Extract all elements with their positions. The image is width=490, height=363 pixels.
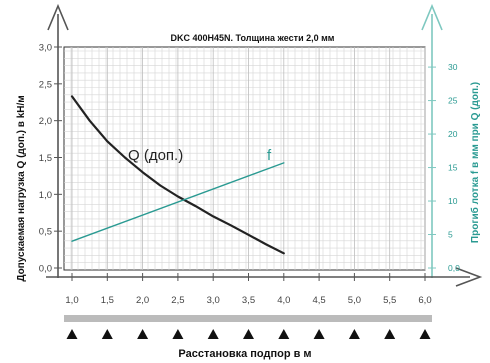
chart-labels: Q (доп.) f DKC 400H45N. Толщина жести 2,0 … [16, 33, 481, 360]
support-triangle [66, 329, 78, 339]
y2-tick-label: 30 [448, 62, 458, 72]
x-tick-label: 1,0 [65, 295, 78, 306]
y-tick-label: 0,5 [39, 227, 52, 238]
x-tick-label: 5,0 [348, 295, 361, 306]
support-triangle [243, 329, 254, 339]
support-triangle [384, 329, 396, 339]
y-tick-label: 3,0 [39, 43, 52, 54]
x-tick-label: 3,5 [242, 295, 255, 306]
y-tick-label: 2,0 [39, 116, 52, 127]
y2-axis-label: Прогиб лотка f в мм при Q (доп.) [469, 82, 481, 243]
support-triangle [172, 329, 184, 339]
support-triangle [207, 329, 219, 339]
y2-tick-label: 0,0 [448, 263, 460, 273]
x-tick-label: 6,0 [418, 295, 431, 306]
y2-tick-label: 15 [448, 163, 458, 173]
support-bar [64, 315, 432, 322]
series-label-q: Q (доп.) [128, 147, 183, 164]
y-tick-label: 1,0 [39, 190, 52, 201]
right-axis-arrow [421, 3, 443, 31]
y2-tick-label: 20 [448, 129, 458, 139]
x-tick-label: 2,0 [136, 295, 149, 306]
support-triangle [278, 329, 290, 339]
support-triangle [348, 329, 360, 339]
x-tick-label: 3,0 [207, 295, 220, 306]
series-label-f: f [267, 147, 272, 164]
chart-title: DKC 400H45N. Толщина жести 2,0 мм [171, 33, 335, 43]
x-tick-label: 5,5 [383, 295, 396, 306]
support-triangle [101, 329, 113, 339]
support-triangle [137, 329, 149, 339]
left-axis-arrow [47, 3, 69, 31]
support-triangle [419, 329, 431, 339]
support-triangle [313, 329, 325, 339]
y-tick-label: 1,5 [39, 153, 52, 164]
y-axis-label: Допускаемая нагрузка Q (доп.) в kH/м [16, 95, 27, 281]
series-line-1 [71, 162, 285, 242]
x-tick-label: 1,5 [101, 295, 114, 306]
x-tick-label: 2,5 [171, 295, 184, 306]
y2-tick-label: 25 [448, 96, 458, 106]
x-tick-label: 4,5 [312, 295, 325, 306]
chart-series [70, 95, 285, 255]
chart-grid [63, 46, 426, 271]
y2-tick-label: 10 [448, 196, 458, 206]
support-markers [64, 315, 432, 339]
y2-tick-label: 5 [448, 230, 453, 240]
x-tick-label: 4,0 [277, 295, 290, 306]
y-tick-label: 2,5 [39, 79, 52, 90]
y-tick-label: 0,0 [39, 264, 52, 275]
x-axis-label: Расстановка подпор в м [178, 348, 311, 360]
chart-axes: 0,0 0,5 1,0 1,5 2,0 2,5 3,0 0,0 5 10 15 20 25 30 1,0 1,… [39, 3, 483, 306]
x-axis-arrow [455, 267, 483, 287]
